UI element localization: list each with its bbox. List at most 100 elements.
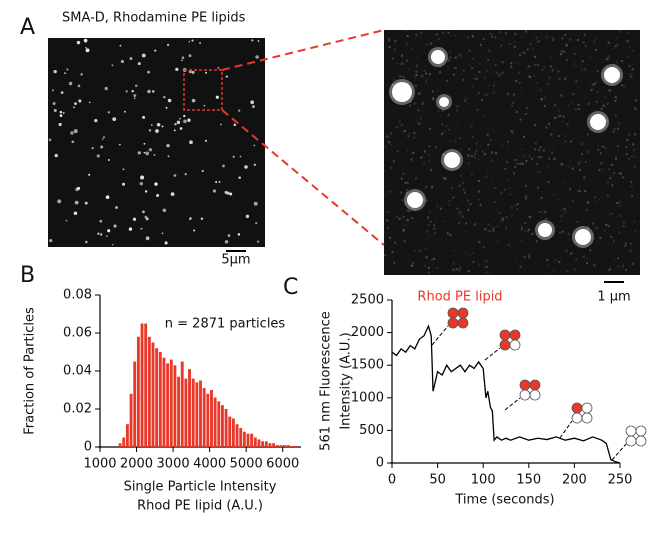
- noise: [427, 218, 430, 221]
- noise: [564, 78, 567, 81]
- particle: [65, 219, 68, 222]
- particle: [253, 201, 258, 206]
- noise: [581, 68, 584, 71]
- noise: [610, 82, 613, 85]
- particle: [187, 118, 191, 122]
- noise: [621, 84, 624, 87]
- noise: [626, 40, 629, 43]
- particle: [224, 240, 229, 244]
- noise: [544, 210, 547, 213]
- noise: [515, 110, 518, 113]
- noise: [400, 191, 403, 194]
- y-tick-label: 0.08: [63, 288, 92, 303]
- noise: [483, 153, 486, 156]
- y-tick-label: 1500: [351, 358, 384, 373]
- noise: [633, 155, 636, 158]
- x-tick-label: 6000: [266, 457, 299, 472]
- noise: [504, 167, 507, 170]
- noise: [401, 62, 404, 65]
- noise: [428, 235, 431, 238]
- noise: [514, 32, 517, 35]
- subunit: [457, 317, 469, 329]
- noise: [612, 130, 615, 133]
- noise: [557, 115, 560, 118]
- noise: [608, 42, 611, 45]
- noise: [506, 145, 509, 148]
- noise: [534, 63, 537, 66]
- noise: [561, 230, 564, 233]
- noise: [468, 49, 471, 52]
- noise: [516, 203, 519, 206]
- noise: [558, 77, 561, 80]
- noise: [399, 124, 402, 127]
- noise: [595, 226, 598, 229]
- particle: [73, 106, 75, 109]
- noise: [469, 41, 472, 44]
- noise: [442, 153, 445, 156]
- particle: [59, 110, 63, 114]
- noise: [551, 151, 554, 154]
- noise: [470, 155, 473, 158]
- noise: [510, 65, 513, 68]
- noise: [550, 48, 552, 50]
- particle: [225, 75, 229, 78]
- noise: [431, 263, 434, 266]
- noise: [483, 94, 486, 97]
- noise: [402, 216, 405, 219]
- noise: [481, 71, 483, 73]
- noise: [425, 77, 428, 80]
- particle: [161, 232, 164, 235]
- particle: [191, 70, 195, 74]
- noise: [620, 239, 623, 242]
- noise: [458, 137, 461, 140]
- noise: [622, 263, 625, 266]
- noise: [599, 100, 602, 103]
- subunit: [635, 425, 647, 437]
- noise: [614, 96, 617, 99]
- trace: [391, 324, 621, 464]
- noise: [586, 225, 589, 228]
- particle: [132, 217, 137, 221]
- noise: [631, 68, 634, 71]
- noise: [539, 89, 542, 92]
- noise: [394, 40, 397, 43]
- subunit: [447, 317, 459, 329]
- noise: [388, 236, 391, 239]
- particle: [133, 97, 136, 99]
- noise: [456, 166, 459, 169]
- noise: [449, 50, 452, 53]
- noise: [406, 149, 409, 152]
- noise: [519, 162, 522, 165]
- noise: [528, 215, 531, 218]
- noise: [479, 62, 482, 65]
- noise: [500, 219, 503, 222]
- noise: [580, 142, 583, 145]
- noise: [458, 52, 461, 55]
- noise: [389, 190, 392, 193]
- particle: [155, 129, 159, 133]
- noise: [633, 220, 636, 223]
- noise: [592, 218, 594, 220]
- noise: [577, 190, 580, 193]
- noise: [599, 152, 602, 155]
- particle: [140, 175, 145, 180]
- noise: [616, 202, 619, 205]
- noise: [416, 268, 419, 271]
- particle: [151, 124, 153, 126]
- noise: [534, 142, 537, 145]
- noise: [412, 261, 415, 264]
- noise: [584, 190, 587, 193]
- noise: [425, 256, 428, 259]
- noise: [595, 81, 598, 84]
- noise: [406, 189, 409, 192]
- noise: [440, 132, 443, 135]
- noise: [564, 209, 567, 212]
- noise: [510, 130, 513, 133]
- particle: [253, 144, 256, 147]
- particle: [54, 153, 58, 158]
- noise: [389, 132, 392, 135]
- micrograph: [48, 38, 265, 247]
- particle: [244, 165, 248, 169]
- noise: [431, 150, 434, 153]
- noise: [391, 256, 394, 259]
